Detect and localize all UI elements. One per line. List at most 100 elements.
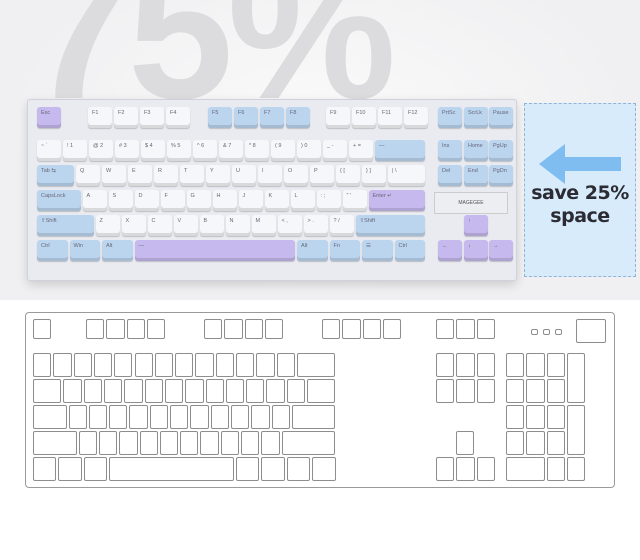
outline-key <box>546 353 565 377</box>
save-space-callout: save 25% space <box>524 103 636 277</box>
outline-key <box>266 379 285 403</box>
key: Ctrl <box>394 240 425 261</box>
outline-key <box>342 319 361 339</box>
key: $ 4 <box>141 140 165 161</box>
outline-key <box>134 353 153 377</box>
key: F3 <box>140 107 164 128</box>
outline-key <box>382 319 402 339</box>
outline-key <box>436 457 455 481</box>
key: & 7 <box>219 140 243 161</box>
outline-key <box>436 353 455 377</box>
outline-key <box>546 431 565 455</box>
key: F10 <box>352 107 376 128</box>
key: } ] <box>362 165 386 186</box>
key: F7 <box>260 107 284 128</box>
outline-key <box>159 431 179 455</box>
outline-key <box>476 379 495 403</box>
key: N <box>225 215 250 236</box>
key: Alt <box>102 240 133 261</box>
key: % 5 <box>167 140 191 161</box>
outline-key <box>149 405 169 429</box>
outline-key <box>170 405 189 429</box>
key: + = <box>349 140 373 161</box>
outline-key <box>543 329 550 335</box>
key: @ 2 <box>89 140 113 161</box>
outline-key <box>236 457 260 481</box>
outline-key <box>436 379 455 403</box>
outline-key <box>436 319 455 339</box>
outline-key <box>456 379 475 403</box>
key: End <box>464 165 488 186</box>
outline-key <box>307 379 336 403</box>
key: ⇧Shift <box>355 215 425 236</box>
full-size-keyboard-outline <box>25 312 615 488</box>
callout-line1: save 25% <box>531 182 629 204</box>
outline-key <box>220 431 240 455</box>
outline-key <box>33 353 52 377</box>
key: _ - <box>323 140 347 161</box>
outline-key <box>104 379 123 403</box>
key: Del <box>438 165 462 186</box>
outline-key <box>476 457 495 481</box>
outline-key <box>456 457 475 481</box>
outline-key <box>200 431 219 455</box>
outline-key <box>154 353 174 377</box>
key: > . <box>303 215 328 236</box>
key: Ctrl <box>37 240 68 261</box>
outline-key <box>98 431 118 455</box>
outline-key <box>526 405 545 429</box>
key: ⇧Shift <box>37 215 94 236</box>
callout-line2: space <box>550 205 610 227</box>
outline-key <box>204 319 223 339</box>
key: S <box>108 190 133 211</box>
key: Ins <box>438 140 462 161</box>
key: { [ <box>336 165 360 186</box>
key: ~ ` <box>37 140 61 161</box>
outline-key <box>456 431 475 455</box>
key: Q <box>76 165 100 186</box>
key: C <box>147 215 172 236</box>
key: — <box>134 240 295 261</box>
key: Y <box>206 165 230 186</box>
key: R <box>154 165 178 186</box>
outline-key <box>33 457 57 481</box>
key: ( 9 <box>271 140 295 161</box>
brand-plate: MAGEGEE <box>434 192 508 214</box>
key: PgUp <box>489 140 513 161</box>
outline-key <box>526 353 545 377</box>
key: : ; <box>316 190 341 211</box>
key: Esc <box>37 107 61 128</box>
key: Win <box>69 240 100 261</box>
outline-key <box>33 431 77 455</box>
key: F2 <box>114 107 138 128</box>
key: Alt <box>297 240 328 261</box>
key: Enter ↵ <box>368 190 425 211</box>
outline-key <box>53 353 72 377</box>
key: → <box>489 240 513 261</box>
key: F12 <box>404 107 428 128</box>
key: ? / <box>329 215 354 236</box>
outline-key <box>33 405 67 429</box>
outline-key <box>114 353 133 377</box>
outline-key <box>146 319 166 339</box>
key: * 8 <box>245 140 269 161</box>
outline-key <box>244 319 263 339</box>
tkl-keyboard: MAGEGEE Esc F1 F2 F3 F4 F5 F6 F7 F8 F9 F10 F11 F12 Pr… <box>27 99 517 281</box>
key: L <box>290 190 315 211</box>
key: ScrLk <box>464 107 488 128</box>
outline-key <box>566 405 586 455</box>
outline-key <box>286 379 306 403</box>
key: J <box>238 190 263 211</box>
outline-key <box>205 379 224 403</box>
outline-key <box>546 379 565 403</box>
outline-key <box>362 319 381 339</box>
key: A <box>82 190 107 211</box>
outline-key <box>190 405 209 429</box>
key: ! 1 <box>63 140 87 161</box>
outline-key <box>58 457 82 481</box>
outline-key <box>506 405 525 429</box>
outline-key <box>271 405 290 429</box>
outline-key <box>33 319 52 339</box>
outline-key <box>526 379 545 403</box>
key: ↓ <box>464 240 488 261</box>
